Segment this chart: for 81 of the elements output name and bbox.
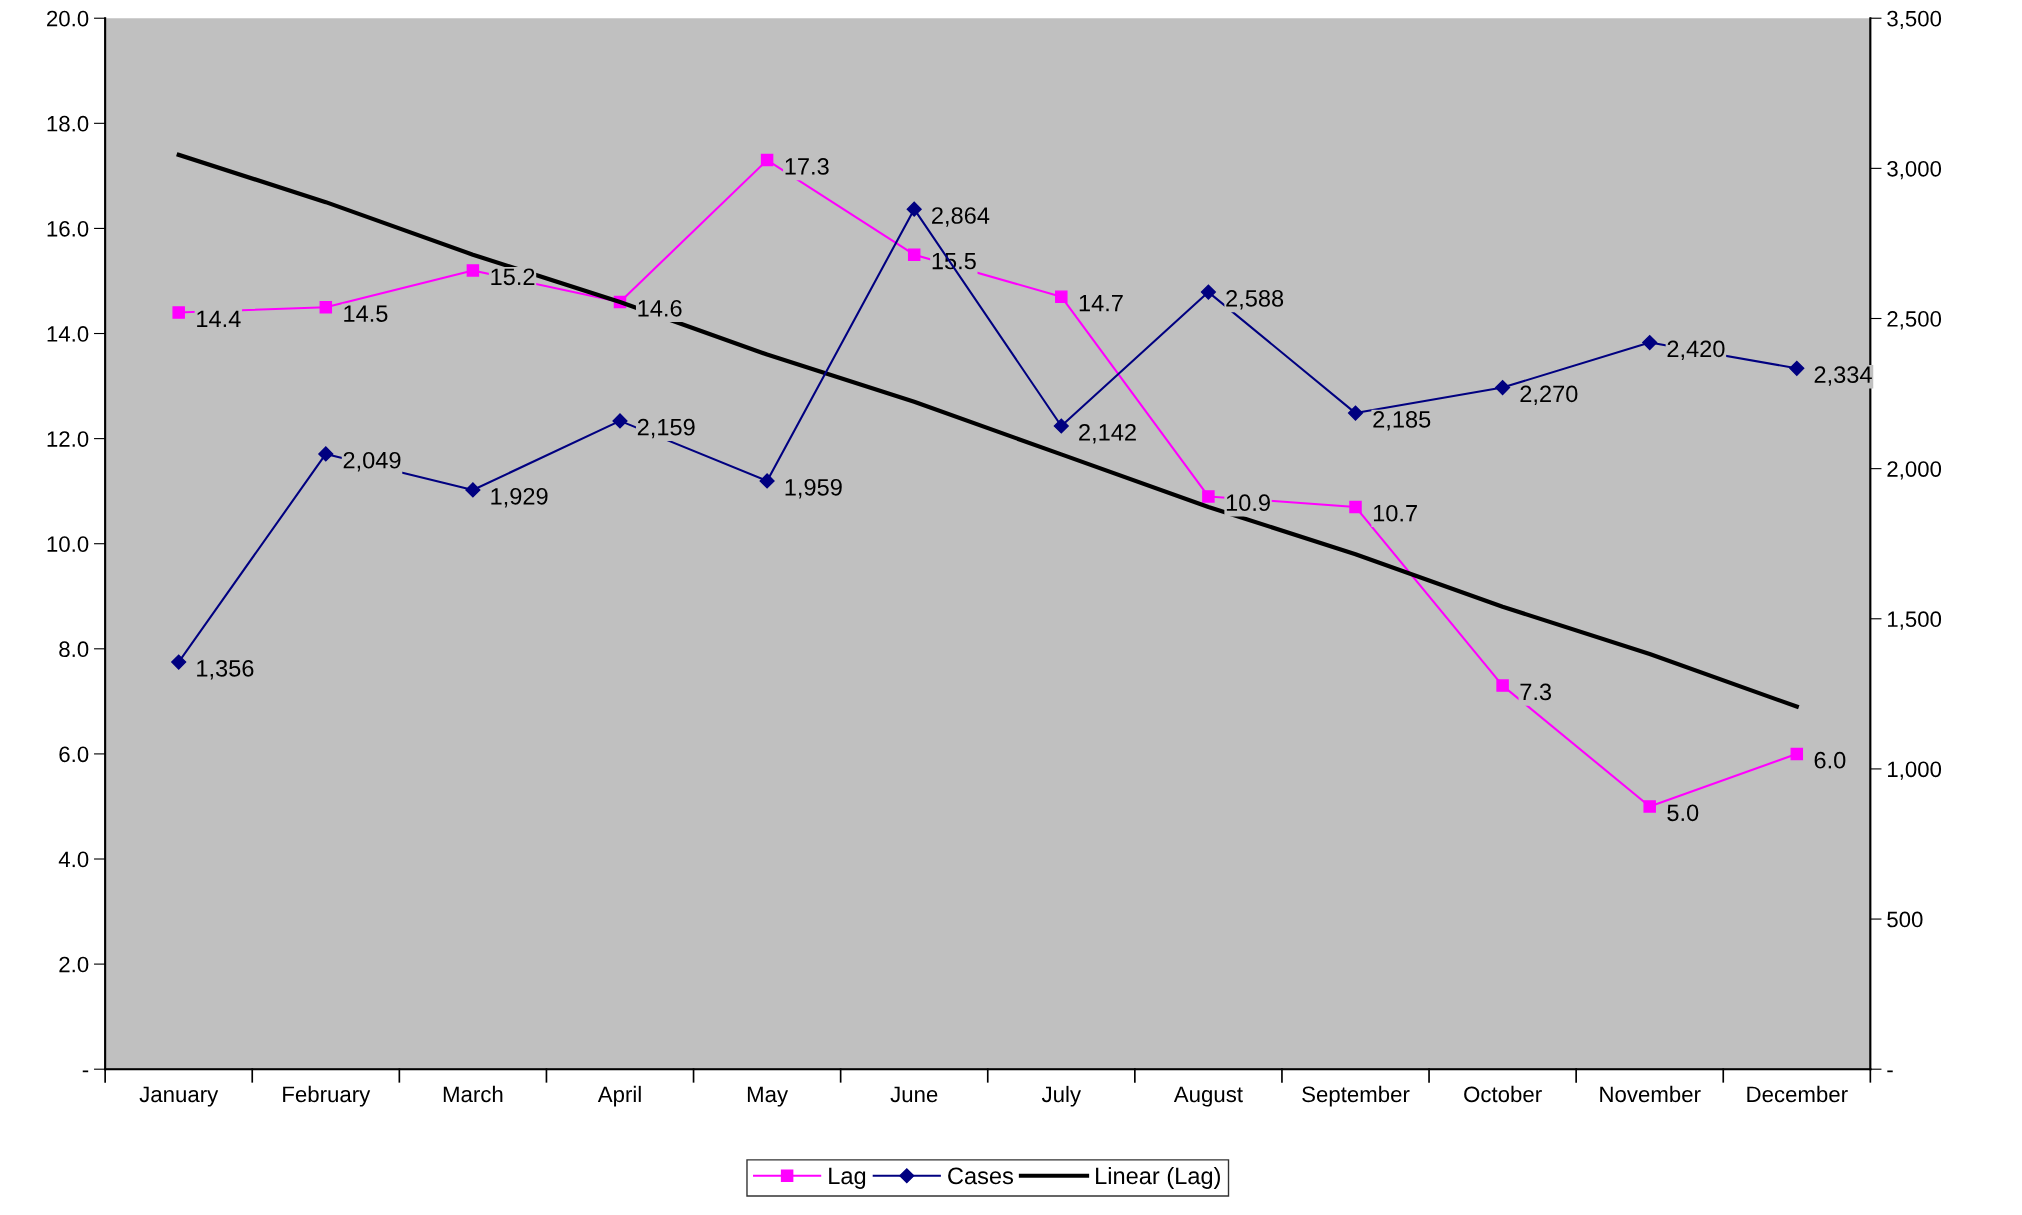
data-label: 7.3 bbox=[1520, 683, 1552, 701]
y-tick-label: 12.0 bbox=[47, 431, 89, 447]
x-tick-label: February bbox=[283, 1085, 371, 1107]
x-tick-label: July bbox=[1041, 1085, 1082, 1107]
legend-label: Cases bbox=[948, 1167, 1013, 1185]
y-tick-label: 16.0 bbox=[47, 220, 89, 237]
data-label: 1,959 bbox=[785, 478, 842, 499]
y-tick-label: 14.0 bbox=[47, 326, 89, 342]
point bbox=[1055, 290, 1068, 303]
point bbox=[1789, 360, 1805, 376]
data-label: 15.2 bbox=[491, 268, 535, 286]
x-tick-label: January bbox=[139, 1086, 219, 1107]
line-series bbox=[176, 152, 1799, 709]
point bbox=[1496, 679, 1509, 692]
y-tick-label: 20.0 bbox=[47, 10, 89, 27]
point bbox=[466, 264, 480, 277]
data-label: 5.0 bbox=[1667, 804, 1699, 822]
data-label: 2,588 bbox=[1226, 290, 1284, 310]
point bbox=[171, 654, 187, 670]
data-label: 10.9 bbox=[1226, 494, 1270, 512]
y2-tick-label: 500 bbox=[1887, 911, 1923, 928]
data-label: 14.7 bbox=[1079, 294, 1123, 312]
x-tick-label: December bbox=[1747, 1085, 1848, 1103]
point bbox=[1202, 490, 1215, 503]
y2-tick-label: 1,500 bbox=[1888, 611, 1942, 630]
legend-label: Lag bbox=[829, 1167, 866, 1189]
point bbox=[760, 153, 774, 167]
point bbox=[465, 482, 481, 498]
x-tick-label: March bbox=[443, 1085, 503, 1103]
y2-tick-label: 3,500 bbox=[1887, 10, 1942, 30]
data-label: 2,049 bbox=[343, 451, 401, 472]
y2-tick-label: 1,000 bbox=[1888, 761, 1942, 780]
y-tick-label: 6.0 bbox=[59, 746, 89, 763]
y2-tick-label: 2,000 bbox=[1887, 461, 1942, 480]
y-tick-label: 2.0 bbox=[59, 956, 89, 973]
point bbox=[172, 306, 185, 319]
data-label: 2,270 bbox=[1520, 385, 1578, 406]
data-label: 14.4 bbox=[197, 310, 241, 327]
legend-label: Linear (Lag) bbox=[1096, 1166, 1220, 1189]
point bbox=[759, 473, 775, 489]
data-label: 17.3 bbox=[785, 158, 829, 175]
point bbox=[1790, 747, 1804, 761]
data-label: 14.5 bbox=[344, 305, 388, 322]
x-tick-label: August bbox=[1173, 1086, 1243, 1107]
point bbox=[1642, 334, 1658, 351]
x-tick-label: June bbox=[890, 1086, 938, 1103]
point bbox=[1347, 405, 1364, 421]
y-tick-label: 10.0 bbox=[47, 536, 89, 552]
x-tick-label: September bbox=[1302, 1085, 1410, 1107]
data-label: 2,142 bbox=[1079, 423, 1136, 444]
point bbox=[1200, 284, 1216, 300]
x-tick-label: May bbox=[747, 1086, 789, 1107]
data-label: 10.7 bbox=[1373, 504, 1417, 522]
x-tick-label: November bbox=[1600, 1085, 1701, 1103]
point bbox=[1349, 500, 1362, 514]
x-tick-label: October bbox=[1464, 1085, 1542, 1103]
y-tick-label: 8.0 bbox=[59, 641, 89, 658]
point bbox=[319, 300, 333, 314]
data-label: 2,159 bbox=[637, 418, 695, 439]
y-tick-label: - bbox=[82, 1070, 89, 1073]
data-label: 2,864 bbox=[932, 207, 990, 227]
data-label: 2,334 bbox=[1814, 366, 1872, 386]
y-tick-label: 4.0 bbox=[58, 851, 89, 868]
data-label: 2,420 bbox=[1667, 340, 1725, 360]
data-label: 6.0 bbox=[1814, 751, 1846, 769]
y-tick-label: 18.0 bbox=[47, 115, 89, 132]
point bbox=[906, 201, 922, 217]
data-label: 1,929 bbox=[491, 487, 548, 508]
y2-tick-label: 2,500 bbox=[1887, 311, 1942, 330]
x-tick-label: April bbox=[597, 1085, 641, 1107]
data-label: 14.6 bbox=[638, 299, 682, 317]
y2-tick-label: 3,000 bbox=[1887, 160, 1942, 180]
point bbox=[1643, 800, 1656, 813]
point bbox=[907, 248, 921, 261]
data-label: 2,185 bbox=[1373, 411, 1431, 431]
y2-tick-label: - bbox=[1887, 1070, 1893, 1073]
point bbox=[612, 413, 628, 429]
point bbox=[1053, 418, 1069, 434]
data-label: 1,356 bbox=[197, 659, 254, 680]
point bbox=[1495, 379, 1511, 396]
point bbox=[318, 446, 334, 462]
